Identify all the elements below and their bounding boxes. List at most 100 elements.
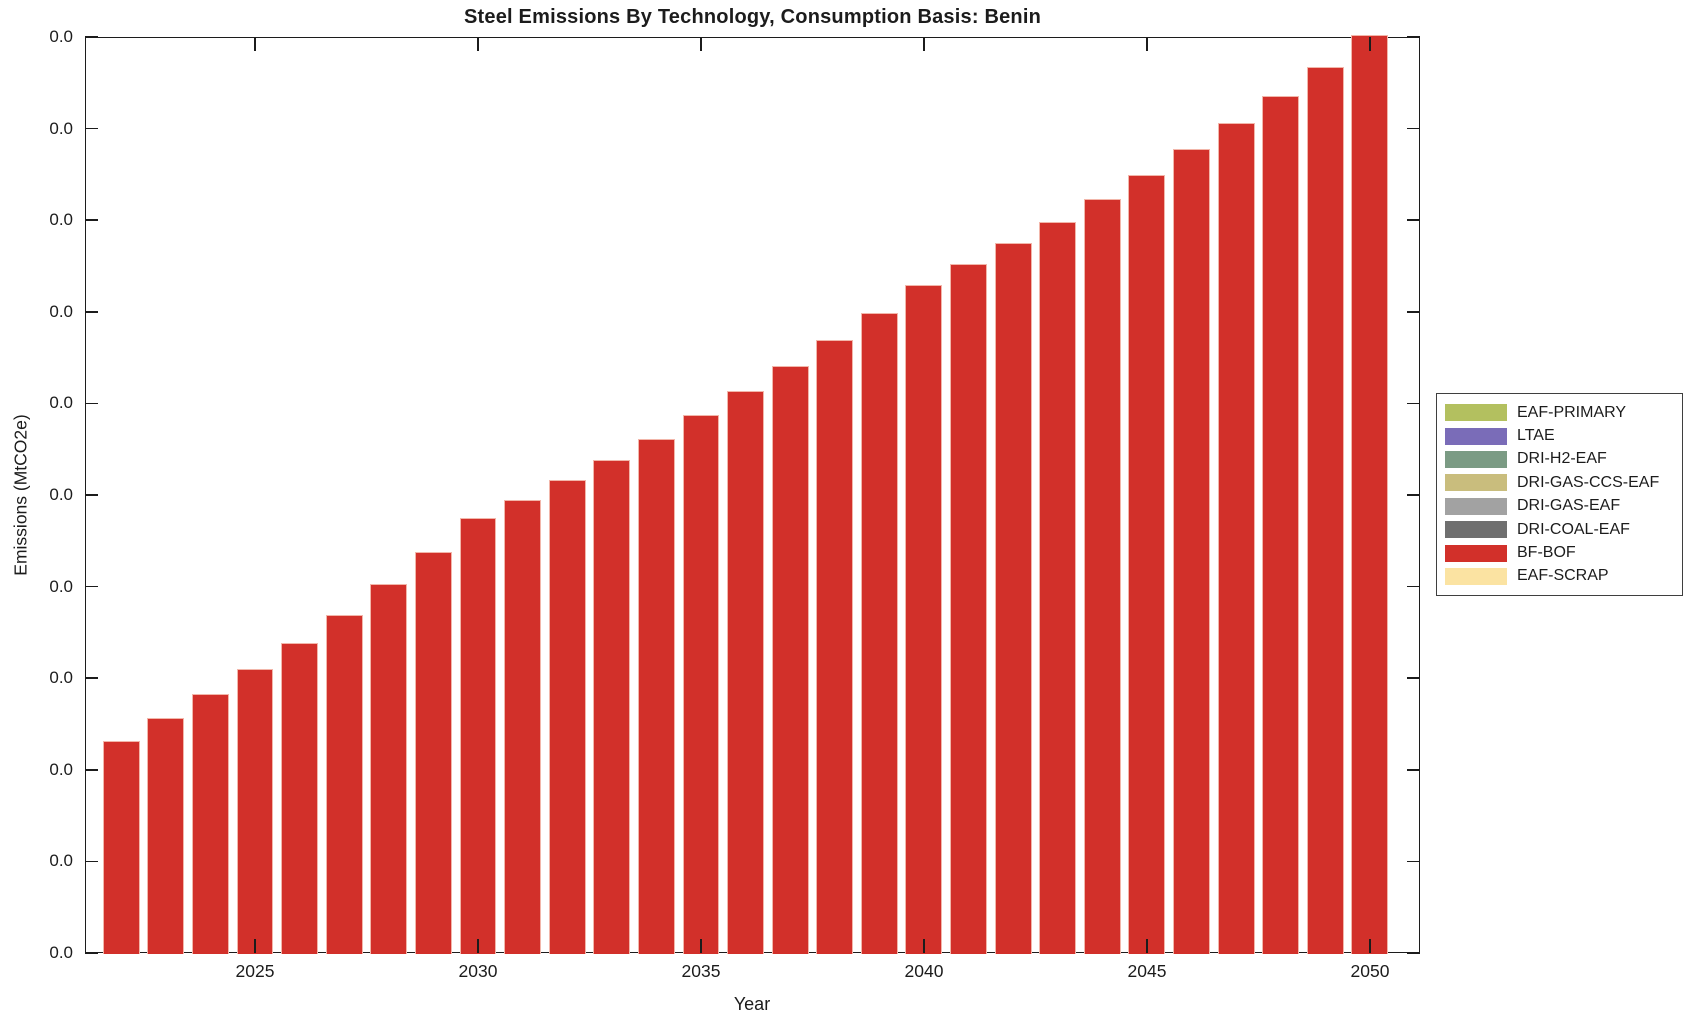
bar-2033 [593,460,631,954]
bar-2024 [191,694,229,954]
bar-2031 [504,500,542,954]
legend-label: BF-BOF [1517,544,1576,562]
y-tick-mark [85,402,98,405]
y-tick-label: 0.0 [49,576,73,596]
bar-2028 [370,584,408,954]
y-tick-mark [1407,952,1420,954]
legend-item-ltae: LTAE [1445,424,1678,447]
x-tick-mark [1146,37,1148,51]
legend-swatch [1445,544,1507,562]
bar-2039 [860,313,898,954]
bar-2032 [548,480,586,954]
legend-swatch [1445,521,1507,539]
x-tick-mark [923,939,925,953]
y-tick-label: 0.0 [49,27,73,46]
x-tick-mark [923,37,925,51]
chart-title: Steel Emissions By Technology, Consumpti… [463,6,1041,28]
x-tick-mark [700,939,702,953]
legend-item-eaf-scrap: EAF-SCRAP [1445,565,1678,588]
bar-2030 [459,518,497,954]
x-tick-label: 2025 [235,961,275,981]
y-tick-mark [1407,769,1420,771]
legend-label: DRI-GAS-CCS-EAF [1517,473,1660,491]
y-tick-mark [1407,36,1420,38]
legend-label: DRI-H2-EAF [1517,450,1607,468]
bar-2038 [816,340,854,954]
bar-2025 [236,669,274,954]
y-tick-mark [85,585,98,588]
bar-2049 [1306,67,1344,954]
legend-label: EAF-PRIMARY [1517,403,1627,421]
x-tick-mark [1369,939,1371,953]
legend-item-dri-h2-eaf: DRI-H2-EAF [1445,448,1678,471]
x-tick-mark [254,37,256,51]
y-tick-label: 0.0 [49,393,73,413]
bar-2041 [950,264,988,954]
y-tick-mark [85,952,98,954]
x-tick-label: 2030 [458,961,498,981]
legend-item-dri-gas-ccs-eaf: DRI-GAS-CCS-EAF [1445,471,1678,494]
bar-2046 [1173,149,1211,954]
x-tick-mark [1369,37,1371,51]
legend-swatch [1445,474,1507,492]
x-tick-mark [254,939,256,953]
bar-2022 [102,741,140,954]
y-tick-mark [1407,494,1420,496]
y-tick-label: 0.0 [49,301,73,321]
x-tick-mark [477,37,479,51]
y-tick-mark [1407,127,1420,130]
y-tick-label: 0.0 [49,118,73,138]
x-tick-label: 2050 [1350,961,1390,981]
legend-swatch [1445,450,1507,468]
legend-label: DRI-GAS-EAF [1517,497,1621,515]
y-tick-mark [85,494,98,496]
legend-swatch [1445,427,1507,445]
bar-2026 [281,643,319,954]
x-tick-mark [477,939,479,953]
y-tick-label: 0.0 [49,210,73,230]
y-tick-mark [85,127,98,130]
bar-2035 [682,415,720,954]
legend-swatch [1445,567,1507,585]
bar-2050 [1351,35,1389,954]
y-tick-mark [1407,585,1420,588]
x-tick-mark [700,37,702,51]
x-axis-label: Year [733,994,771,1014]
bar-2047 [1217,123,1255,954]
x-tick-mark [1146,939,1148,953]
bar-2043 [1039,222,1077,954]
x-tick-label: 2045 [1127,961,1167,981]
y-tick-mark [85,311,98,313]
y-tick-mark [85,219,98,221]
y-tick-mark [85,677,98,679]
bar-2023 [147,718,185,954]
y-tick-mark [1407,219,1420,221]
x-tick-label: 2035 [681,961,721,981]
legend-item-dri-coal-eaf: DRI-COAL-EAF [1445,518,1678,541]
bar-2027 [325,615,363,954]
legend-swatch [1445,497,1507,515]
y-axis-label: Emissions (MtCO2e) [10,414,31,576]
bar-2044 [1083,199,1121,954]
bar-2034 [637,439,675,954]
y-tick-mark [1407,402,1420,405]
x-tick-label: 2040 [904,961,944,981]
legend-label: DRI-COAL-EAF [1517,520,1630,538]
y-tick-label: 0.0 [49,851,73,871]
legend-label: LTAE [1517,427,1555,445]
legend-item-eaf-primary: EAF-PRIMARY [1445,401,1678,424]
y-tick-mark [85,769,98,771]
legend-label: EAF-SCRAP [1517,567,1609,585]
bar-2045 [1128,175,1166,954]
bar-2040 [905,285,943,954]
legend-item-bf-bof: BF-BOF [1445,541,1678,564]
plot-area: 0.0 0.0 0.0 0.0 0.0 0.0 0.0 0.0 0.0 0.0 0.0 2025 20… [49,27,1420,981]
y-tick-label: 0.0 [49,668,73,688]
bar-series-bf-bof [85,35,1420,954]
y-tick-mark [1407,311,1420,313]
bar-2042 [994,243,1032,954]
bar-2048 [1262,96,1300,954]
y-tick-mark [85,36,98,38]
bar-2029 [414,552,452,954]
